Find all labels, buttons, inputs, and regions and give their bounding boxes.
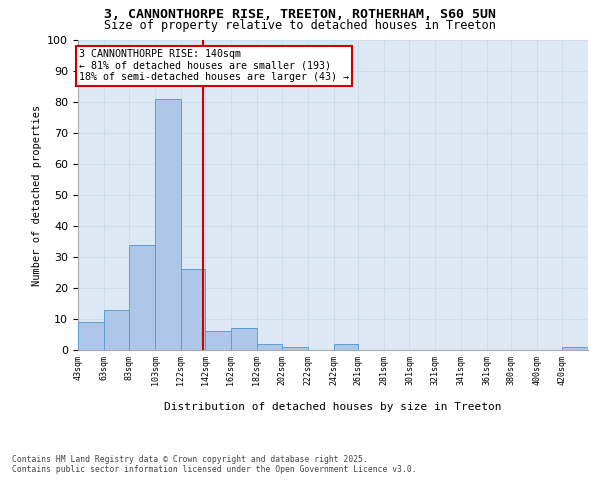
Bar: [104, 310, 130, 350]
Text: Size of property relative to detached houses in Treeton: Size of property relative to detached ho…: [104, 19, 496, 32]
Bar: [257, 344, 282, 350]
Text: 3 CANNONTHORPE RISE: 140sqm
← 81% of detached houses are smaller (193)
18% of se: 3 CANNONTHORPE RISE: 140sqm ← 81% of det…: [79, 50, 349, 82]
Text: Contains HM Land Registry data © Crown copyright and database right 2025.
Contai: Contains HM Land Registry data © Crown c…: [12, 455, 416, 474]
Bar: [181, 270, 205, 350]
Bar: [334, 344, 358, 350]
Bar: [282, 347, 308, 350]
Y-axis label: Number of detached properties: Number of detached properties: [32, 104, 42, 286]
Bar: [130, 244, 155, 350]
Bar: [205, 332, 231, 350]
Bar: [155, 99, 181, 350]
Text: 3, CANNONTHORPE RISE, TREETON, ROTHERHAM, S60 5UN: 3, CANNONTHORPE RISE, TREETON, ROTHERHAM…: [104, 8, 496, 20]
Bar: [562, 347, 588, 350]
Bar: [231, 328, 257, 350]
Bar: [78, 322, 104, 350]
Text: Distribution of detached houses by size in Treeton: Distribution of detached houses by size …: [164, 402, 502, 412]
